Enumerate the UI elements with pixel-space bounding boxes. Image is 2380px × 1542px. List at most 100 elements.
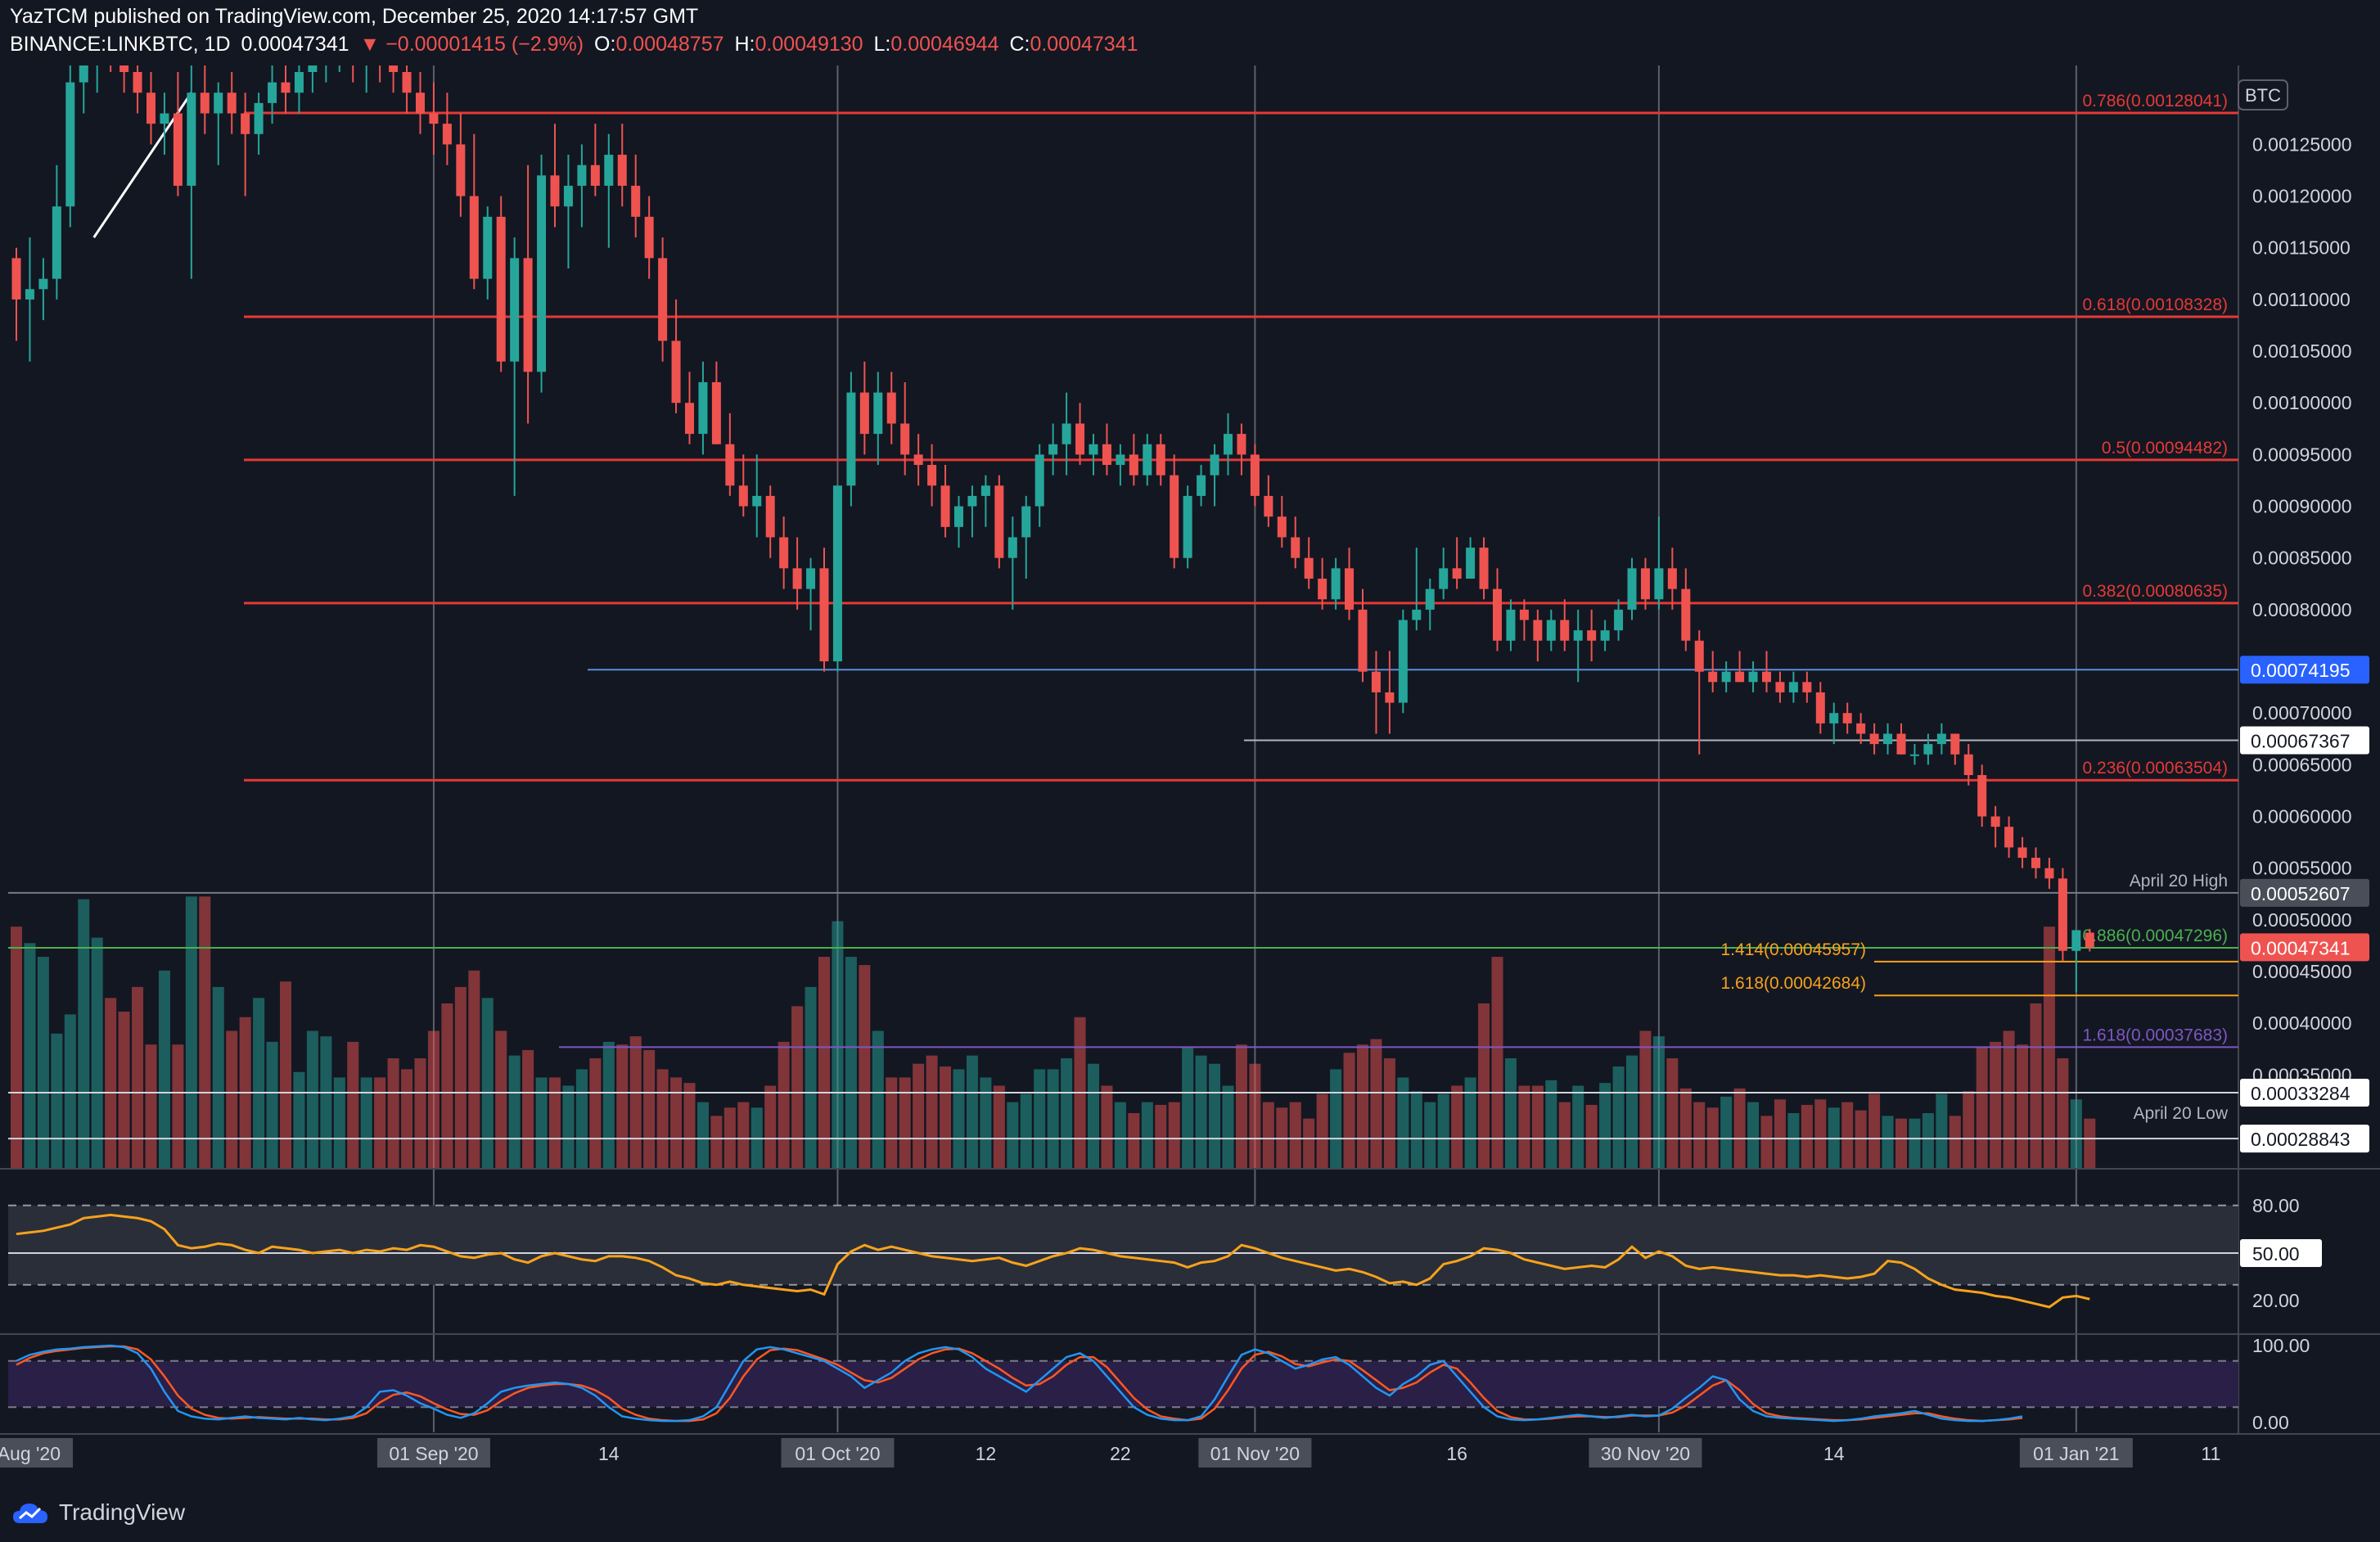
footer-brand: TradingView <box>59 1499 186 1525</box>
candle-body <box>1224 434 1233 455</box>
candle-body <box>1842 713 1852 724</box>
price-tag-text: 0.00074195 <box>2251 660 2351 681</box>
candle-body <box>1034 454 1044 507</box>
candle-body <box>1694 640 1704 672</box>
volume-bar <box>280 981 291 1168</box>
candle-body <box>2071 930 2081 951</box>
time-label-bg <box>2019 1438 2133 1468</box>
tradingview-logo[interactable]: TradingView <box>11 1496 185 1529</box>
volume-bar <box>1383 1058 1395 1168</box>
volume-bar <box>1047 1069 1059 1168</box>
currency-box: BTC <box>2238 79 2288 110</box>
candle-body <box>106 30 115 51</box>
volume-bar <box>656 1069 669 1168</box>
candle-body <box>349 41 358 61</box>
symbol-name[interactable]: BINANCE:LINKBTC, 1D <box>10 33 231 56</box>
time-label-bg <box>0 1438 73 1468</box>
volume-bar <box>64 1014 76 1168</box>
volume-bar <box>1666 1058 1679 1168</box>
volume-bar <box>1034 1069 1046 1168</box>
volume-bar <box>696 1102 709 1168</box>
candle-body <box>779 537 789 569</box>
price-axis: 0.00125000 0.00120000 0.00115000 0.00110000… <box>2238 79 2369 1153</box>
volume-bar <box>832 921 844 1168</box>
candle-body <box>254 102 264 134</box>
volume-bar <box>535 1077 548 1168</box>
candle-body <box>873 392 883 435</box>
volume-bar <box>980 1077 992 1168</box>
volume-bar <box>1330 1069 1342 1168</box>
candle-body <box>1950 733 1960 755</box>
symbol-line: BINANCE:LINKBTC, 1D 0.00047341 ▼ −0.0000… <box>10 33 1143 56</box>
candle-body <box>160 113 169 124</box>
volume-bar <box>1114 1102 1126 1168</box>
candle-body <box>146 92 156 124</box>
volume-bar <box>1209 1063 1221 1168</box>
candle-body <box>1708 671 1718 683</box>
price-tick: 0.00060000 <box>2252 806 2352 827</box>
candle-body <box>859 392 869 435</box>
volume-bar <box>1558 1102 1571 1168</box>
price-tag-bg <box>2240 1125 2369 1153</box>
price-tick: 0.00125000 <box>2252 133 2352 155</box>
time-label: 12 <box>976 1443 997 1464</box>
candle-body <box>1788 682 1798 692</box>
candle-body <box>1600 630 1610 641</box>
volume-bar <box>1545 1080 1557 1168</box>
volume-bar <box>1922 1113 1934 1168</box>
candle-body <box>1614 609 1624 631</box>
candle-body <box>1102 444 1111 466</box>
volume-bar <box>2057 1058 2069 1168</box>
time-label: 14 <box>1823 1443 1845 1464</box>
candle-body <box>241 113 250 134</box>
candle-body <box>806 568 816 589</box>
candle-body <box>819 568 829 662</box>
candle-body <box>38 278 48 290</box>
volume-bar <box>872 1030 884 1168</box>
candle-body <box>900 423 910 455</box>
volume-bar <box>1357 1044 1368 1168</box>
time-label-bg <box>1589 1438 1702 1468</box>
price-tick: 0.00045000 <box>2252 961 2352 982</box>
candle-body <box>2044 868 2054 879</box>
candle-body <box>294 72 304 93</box>
candle-body <box>92 30 101 51</box>
candle-body <box>1237 434 1246 455</box>
candle-body <box>2017 847 2027 859</box>
volume-bar <box>320 1036 332 1168</box>
volume-bar <box>926 1055 938 1168</box>
volume-bar <box>1222 1085 1234 1168</box>
volume-bar <box>1491 957 1503 1168</box>
candle-body <box>765 495 775 538</box>
stoch-band <box>8 1360 2238 1408</box>
candle-body <box>322 52 331 62</box>
volume-bar <box>993 1085 1005 1168</box>
volume-bar <box>710 1116 723 1168</box>
price-tag-bg <box>2240 1078 2369 1107</box>
candle-body <box>1519 609 1529 620</box>
volume-bar <box>1679 1088 1692 1168</box>
candle-body <box>1385 692 1395 703</box>
volume-bar <box>818 957 830 1168</box>
volume-bar <box>1801 1104 1813 1168</box>
price-tag-text: 0.00028843 <box>2251 1129 2351 1150</box>
price-tag-bg <box>2240 933 2369 962</box>
candle-body <box>1869 733 1879 745</box>
volume-bar <box>1882 1116 1894 1168</box>
candle-body <box>402 72 412 93</box>
candle-body <box>2004 827 2014 848</box>
volume-bar <box>643 1049 656 1168</box>
candle-body <box>456 144 466 196</box>
volume-bar <box>1652 1036 1665 1168</box>
volume-bar <box>1841 1102 1854 1168</box>
price-tick: 0.00095000 <box>2252 444 2352 465</box>
volume-bar <box>293 1071 305 1168</box>
volume-bar <box>1760 1116 1773 1168</box>
price-tag: 0.00028843 <box>2240 1125 2369 1153</box>
time-label: 01 Sep '20 <box>376 1438 490 1468</box>
candle-body <box>1990 816 2000 827</box>
volume-bar <box>1936 1093 1948 1168</box>
volume-bar <box>1410 1091 1422 1168</box>
level-label: 0.886(0.00047296) <box>2083 927 2229 945</box>
